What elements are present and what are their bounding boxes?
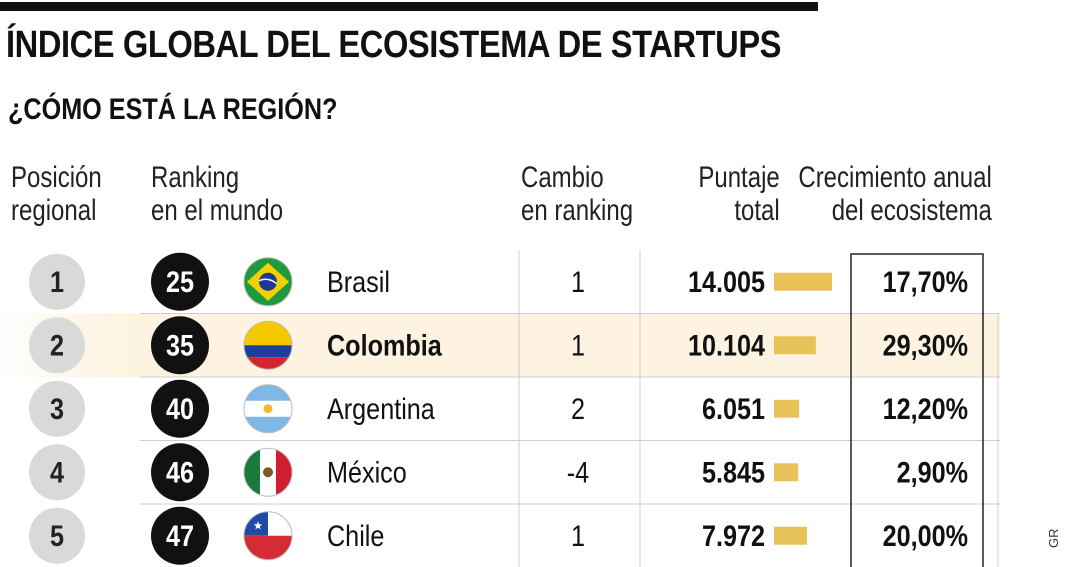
ranking-change-value: 1 <box>571 328 585 362</box>
colombia-flag-icon <box>243 320 293 370</box>
header-ranking-change: Cambio en ranking <box>521 161 634 227</box>
regional-position-circle <box>29 507 85 564</box>
total-score-value: 7.972 <box>702 519 765 553</box>
argentina-flag-icon <box>243 384 293 434</box>
ranking-change-value: 1 <box>571 519 585 553</box>
brazil-flag-icon <box>243 257 293 307</box>
annual-growth-value: 17,70% <box>883 265 968 299</box>
score-bar <box>774 336 816 355</box>
ranking-change-value: 2 <box>571 392 585 426</box>
annual-growth-value: 12,20% <box>883 392 968 426</box>
score-bar <box>774 399 800 418</box>
world-ranking-value: 46 <box>166 455 194 489</box>
ranking-change-value: -4 <box>567 455 589 489</box>
chile-flag-icon <box>243 511 293 561</box>
regional-position-circle <box>29 317 85 374</box>
highlight-row-band <box>0 313 1000 377</box>
world-ranking-value: 25 <box>166 265 194 299</box>
annual-growth-value: 29,30% <box>883 328 968 362</box>
mexico-flag-icon <box>243 447 293 497</box>
ranking-change-value: 1 <box>571 265 585 299</box>
world-ranking-circle <box>151 443 209 502</box>
score-bar <box>774 526 808 545</box>
world-ranking-circle <box>151 379 209 438</box>
country-name: Argentina <box>327 392 435 426</box>
country-name: Chile <box>327 519 384 553</box>
regional-position-value: 4 <box>50 455 65 489</box>
regional-position-value: 3 <box>50 392 64 426</box>
world-ranking-circle <box>151 316 209 375</box>
total-score-value: 14.005 <box>688 265 765 299</box>
regional-position-circle <box>29 253 85 310</box>
world-ranking-circle <box>151 506 209 565</box>
credit: GR <box>1046 528 1061 549</box>
regional-position-circle <box>29 380 85 437</box>
header-total-score: Puntaje total <box>698 161 780 227</box>
score-bar <box>774 463 799 482</box>
world-ranking-value: 47 <box>166 519 194 553</box>
country-name: México <box>327 455 407 489</box>
annual-growth-value: 2,90% <box>897 455 968 489</box>
chart-subtitle: ¿CÓMO ESTÁ LA REGIÓN? <box>8 93 338 126</box>
country-name: Colombia <box>327 328 442 362</box>
chart-title: ÍNDICE GLOBAL DEL ECOSISTEMA DE STARTUPS <box>6 24 782 66</box>
total-score-value: 10.104 <box>688 328 766 362</box>
top-rule <box>0 2 818 11</box>
world-ranking-circle <box>151 252 209 311</box>
annual-growth-value: 20,00% <box>883 519 968 553</box>
header-world-ranking: Ranking en el mundo <box>151 161 284 227</box>
regional-position-circle <box>29 444 85 501</box>
country-name: Brasil <box>327 265 390 299</box>
world-ranking-value: 40 <box>166 392 194 426</box>
header-annual-growth: Crecimiento anual del ecosistema <box>798 161 992 227</box>
regional-position-value: 2 <box>50 328 64 362</box>
world-ranking-value: 35 <box>166 328 194 362</box>
growth-column-box <box>850 253 984 567</box>
total-score-value: 6.051 <box>702 392 765 426</box>
regional-position-value: 5 <box>50 519 64 553</box>
score-bar <box>774 272 832 291</box>
total-score-value: 5.845 <box>702 455 765 489</box>
header-regional-position: Posición regional <box>11 161 102 227</box>
regional-position-value: 1 <box>50 265 64 299</box>
